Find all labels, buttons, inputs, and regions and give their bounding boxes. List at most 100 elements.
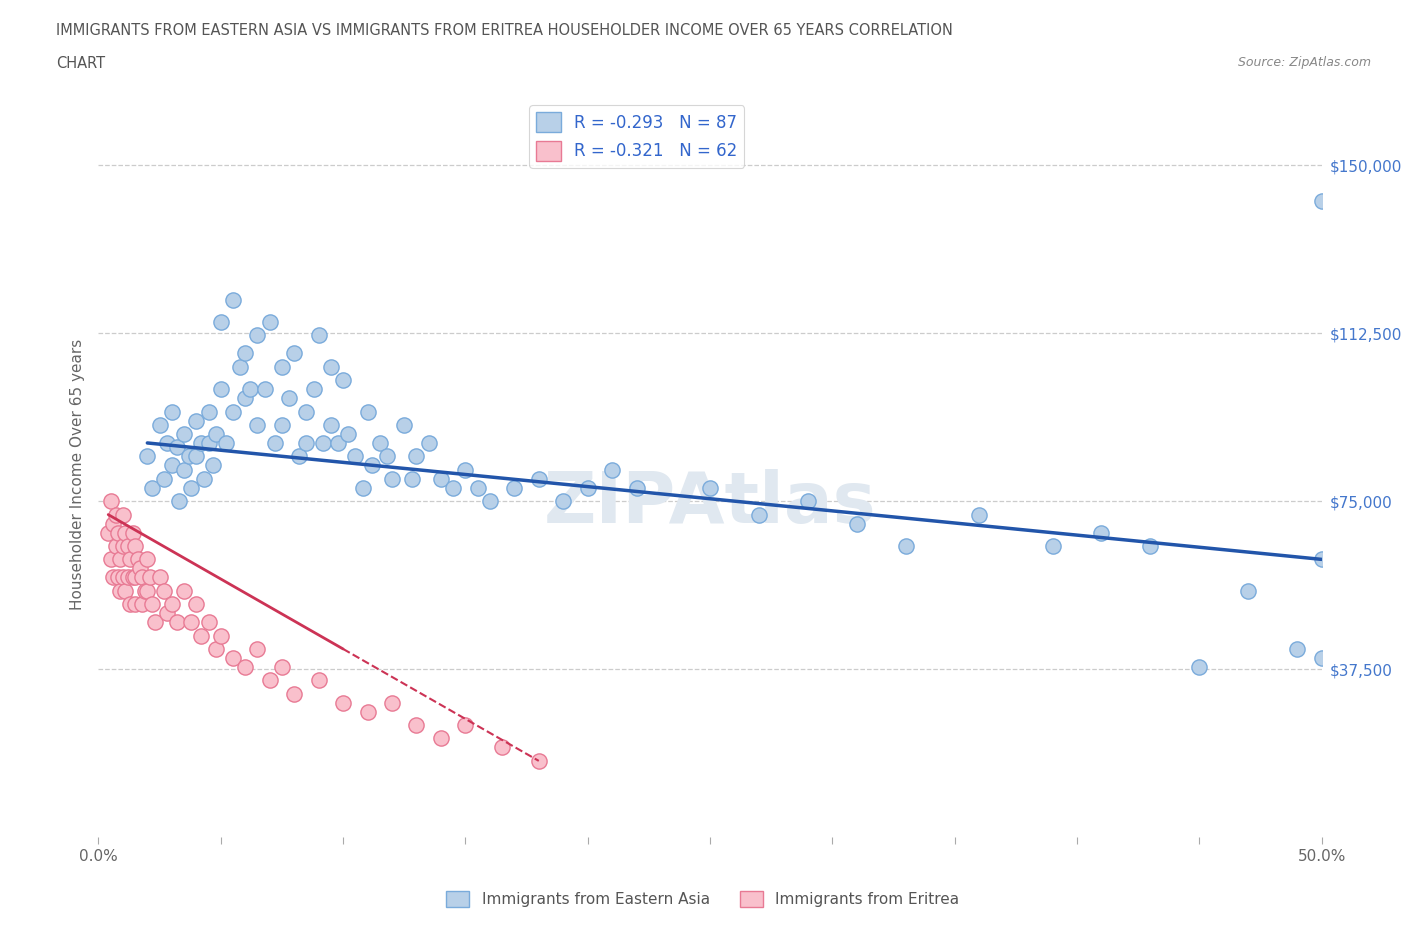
Point — [222, 650, 245, 665]
Point — [1090, 525, 1112, 540]
Point — [1139, 538, 1161, 553]
Point — [117, 570, 139, 585]
Point — [356, 704, 378, 719]
Point — [527, 753, 550, 768]
Point — [136, 583, 159, 598]
Text: ZIPAtlas: ZIPAtlas — [544, 469, 876, 538]
Point — [222, 405, 245, 419]
Point — [111, 570, 134, 585]
Text: CHART: CHART — [56, 56, 105, 71]
Point — [197, 615, 219, 630]
Point — [104, 507, 127, 522]
Point — [139, 570, 162, 585]
Point — [124, 570, 146, 585]
Point — [295, 405, 318, 419]
Point — [283, 686, 305, 701]
Point — [259, 672, 281, 687]
Point — [141, 480, 163, 495]
Point — [205, 642, 228, 657]
Point — [222, 292, 245, 307]
Point — [576, 480, 599, 495]
Point — [308, 328, 330, 343]
Point — [361, 458, 384, 472]
Point — [308, 672, 330, 687]
Point — [100, 551, 122, 566]
Point — [143, 615, 166, 630]
Point — [120, 551, 142, 566]
Point — [134, 583, 156, 598]
Point — [748, 507, 770, 522]
Point — [430, 472, 453, 486]
Point — [233, 346, 256, 361]
Point — [186, 413, 208, 428]
Legend: Immigrants from Eastern Asia, Immigrants from Eritrea: Immigrants from Eastern Asia, Immigrants… — [440, 884, 966, 913]
Point — [553, 494, 575, 509]
Point — [97, 525, 120, 540]
Point — [375, 449, 398, 464]
Point — [302, 382, 325, 397]
Point — [392, 418, 416, 432]
Point — [193, 472, 215, 486]
Point — [124, 597, 146, 612]
Point — [156, 605, 179, 620]
Point — [121, 525, 143, 540]
Point — [173, 583, 195, 598]
Point — [418, 435, 440, 450]
Point — [259, 314, 281, 329]
Point — [967, 507, 990, 522]
Point — [319, 418, 342, 432]
Point — [120, 597, 142, 612]
Point — [368, 435, 391, 450]
Point — [160, 405, 183, 419]
Point — [1286, 642, 1309, 657]
Point — [214, 435, 236, 450]
Point — [288, 449, 311, 464]
Point — [197, 405, 219, 419]
Point — [190, 628, 212, 643]
Point — [107, 570, 129, 585]
Point — [190, 435, 212, 450]
Point — [131, 570, 153, 585]
Point — [104, 538, 127, 553]
Point — [270, 418, 294, 432]
Point — [441, 480, 464, 495]
Point — [186, 449, 208, 464]
Point — [186, 597, 208, 612]
Point — [110, 583, 132, 598]
Point — [160, 597, 183, 612]
Point — [166, 615, 188, 630]
Point — [205, 427, 228, 442]
Point — [180, 480, 202, 495]
Point — [124, 538, 146, 553]
Point — [156, 435, 179, 450]
Point — [101, 516, 124, 531]
Point — [136, 551, 159, 566]
Point — [319, 359, 342, 374]
Point — [1042, 538, 1064, 553]
Point — [270, 659, 294, 674]
Point — [114, 525, 136, 540]
Point — [229, 359, 252, 374]
Point — [117, 538, 139, 553]
Point — [110, 551, 132, 566]
Point — [100, 494, 122, 509]
Point — [131, 597, 153, 612]
Point — [263, 435, 285, 450]
Point — [149, 570, 172, 585]
Point — [405, 718, 427, 733]
Point — [478, 494, 501, 509]
Point — [295, 435, 318, 450]
Point — [209, 628, 232, 643]
Point — [503, 480, 526, 495]
Point — [626, 480, 648, 495]
Point — [328, 435, 350, 450]
Text: IMMIGRANTS FROM EASTERN ASIA VS IMMIGRANTS FROM ERITREA HOUSEHOLDER INCOME OVER : IMMIGRANTS FROM EASTERN ASIA VS IMMIGRAN… — [56, 23, 953, 38]
Point — [381, 472, 404, 486]
Point — [699, 480, 721, 495]
Point — [153, 583, 176, 598]
Point — [101, 570, 124, 585]
Point — [336, 427, 359, 442]
Point — [111, 507, 134, 522]
Point — [246, 418, 269, 432]
Point — [1310, 193, 1333, 208]
